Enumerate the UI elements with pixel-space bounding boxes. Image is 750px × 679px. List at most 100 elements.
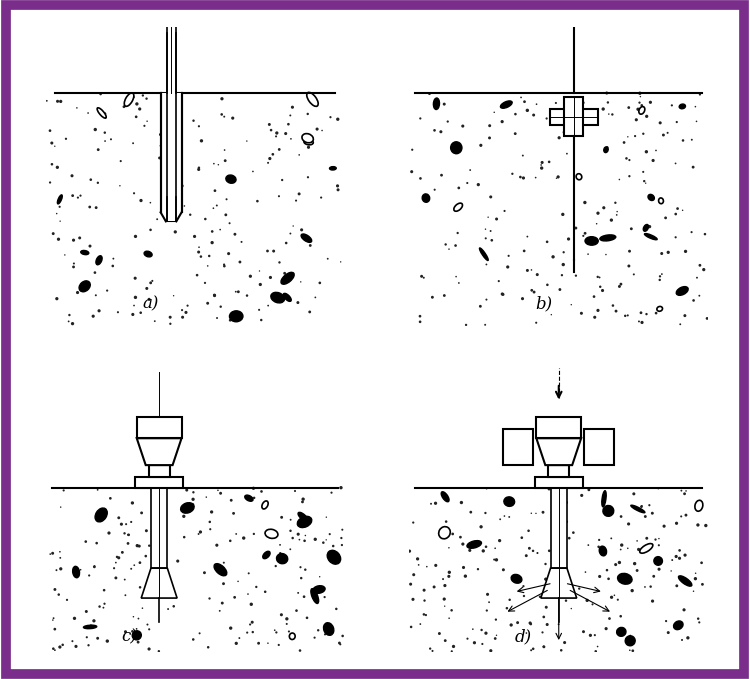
Point bbox=[579, 197, 591, 208]
Point bbox=[270, 627, 282, 638]
Point bbox=[170, 185, 182, 196]
Point bbox=[442, 571, 454, 582]
Point bbox=[429, 184, 441, 195]
Point bbox=[46, 159, 58, 170]
Ellipse shape bbox=[451, 142, 462, 153]
Point bbox=[586, 599, 598, 610]
Point bbox=[80, 536, 92, 547]
Point bbox=[514, 172, 526, 183]
Point bbox=[176, 305, 188, 316]
Point bbox=[662, 247, 674, 258]
Point bbox=[543, 156, 555, 167]
Point bbox=[509, 109, 521, 120]
Point bbox=[98, 510, 110, 521]
Point bbox=[265, 125, 277, 136]
Point bbox=[302, 172, 314, 183]
Point bbox=[521, 231, 533, 242]
Point bbox=[315, 192, 327, 203]
Point bbox=[214, 224, 226, 235]
Point bbox=[550, 565, 562, 576]
Bar bbox=[536, 418, 581, 438]
Point bbox=[490, 630, 502, 641]
Point bbox=[293, 149, 305, 160]
Ellipse shape bbox=[230, 311, 243, 322]
Point bbox=[216, 598, 228, 608]
Point bbox=[623, 261, 635, 272]
Point bbox=[175, 150, 187, 161]
Point bbox=[438, 98, 450, 109]
Point bbox=[689, 573, 701, 584]
Point bbox=[216, 109, 228, 120]
Point bbox=[578, 230, 590, 241]
Point bbox=[202, 642, 214, 653]
Ellipse shape bbox=[602, 491, 606, 507]
Polygon shape bbox=[536, 438, 581, 465]
Point bbox=[592, 208, 604, 219]
Point bbox=[477, 545, 489, 556]
Point bbox=[247, 627, 259, 638]
Point bbox=[81, 632, 93, 643]
Point bbox=[442, 116, 454, 127]
Point bbox=[646, 595, 658, 606]
Point bbox=[697, 579, 709, 590]
Point bbox=[593, 272, 605, 283]
Point bbox=[150, 490, 162, 500]
Point bbox=[336, 524, 348, 535]
Point bbox=[55, 96, 67, 107]
Point bbox=[506, 168, 518, 179]
Point bbox=[638, 128, 650, 139]
Text: d): d) bbox=[514, 628, 532, 645]
Point bbox=[200, 492, 212, 502]
Point bbox=[159, 510, 171, 521]
Point bbox=[561, 148, 573, 159]
Point bbox=[211, 312, 223, 323]
Point bbox=[148, 316, 160, 327]
Ellipse shape bbox=[695, 500, 703, 511]
Point bbox=[622, 519, 634, 530]
Point bbox=[270, 561, 282, 572]
Point bbox=[193, 242, 205, 253]
Point bbox=[46, 548, 58, 559]
Point bbox=[650, 534, 662, 545]
Point bbox=[262, 246, 274, 257]
Point bbox=[622, 102, 634, 113]
Point bbox=[141, 116, 153, 127]
Point bbox=[125, 517, 137, 528]
Point bbox=[66, 170, 78, 181]
Point bbox=[632, 104, 644, 115]
Point bbox=[254, 279, 266, 290]
Point bbox=[71, 103, 83, 113]
Point bbox=[440, 239, 452, 250]
Point bbox=[284, 228, 296, 239]
Point bbox=[687, 162, 699, 172]
Point bbox=[436, 170, 448, 181]
Point bbox=[146, 484, 158, 495]
Point bbox=[123, 530, 135, 540]
Point bbox=[55, 564, 67, 574]
Point bbox=[57, 640, 69, 650]
Point bbox=[622, 543, 634, 554]
Point bbox=[120, 519, 132, 530]
Point bbox=[518, 246, 530, 257]
Point bbox=[461, 178, 473, 189]
Point bbox=[180, 307, 192, 318]
Point bbox=[541, 113, 553, 124]
Point bbox=[285, 133, 297, 144]
Point bbox=[122, 538, 134, 549]
Point bbox=[557, 259, 569, 270]
Point bbox=[322, 253, 334, 264]
Point bbox=[527, 644, 539, 655]
Point bbox=[171, 170, 183, 181]
Point bbox=[540, 602, 552, 612]
Ellipse shape bbox=[657, 306, 662, 311]
Point bbox=[639, 581, 651, 592]
Ellipse shape bbox=[244, 495, 253, 501]
Point bbox=[334, 639, 346, 650]
Point bbox=[98, 602, 109, 613]
Point bbox=[88, 562, 101, 572]
Point bbox=[203, 251, 215, 261]
Point bbox=[324, 529, 336, 540]
Point bbox=[628, 269, 640, 280]
Point bbox=[140, 93, 152, 104]
Point bbox=[440, 635, 452, 646]
